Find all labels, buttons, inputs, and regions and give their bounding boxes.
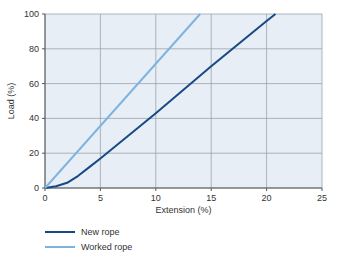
grid-line [322, 14, 323, 188]
grid-line [45, 153, 322, 154]
tick-label: 5 [98, 193, 103, 203]
grid-line [45, 83, 322, 84]
series-group [45, 14, 275, 188]
tick-label: 20 [29, 148, 39, 158]
grid-line [45, 118, 322, 119]
grid-line [211, 14, 212, 188]
tick-label: 15 [206, 193, 216, 203]
series-line [45, 14, 275, 188]
tick-label: 25 [317, 193, 327, 203]
y-axis [45, 14, 46, 188]
series-line [45, 14, 200, 188]
tick-label: 40 [29, 113, 39, 123]
grid-line [45, 48, 322, 49]
grid-line [45, 14, 322, 15]
tick-label: 10 [151, 193, 161, 203]
legend-swatch [45, 231, 75, 233]
plot-area [45, 14, 322, 188]
tick-label: 20 [262, 193, 272, 203]
legend-swatch [45, 246, 75, 248]
grid-line [100, 14, 101, 188]
grid-line [45, 14, 46, 188]
legend-label: Worked rope [81, 242, 132, 252]
tick-label: 0 [34, 183, 39, 193]
y-axis-label: Load (%) [6, 83, 16, 120]
grid-line [266, 14, 267, 188]
tick-label: 60 [29, 79, 39, 89]
x-axis-label: Extension (%) [155, 205, 211, 215]
grid-line [155, 14, 156, 188]
x-axis [45, 188, 322, 189]
chart: 0 5 10 15 20 25 0 20 40 60 80 100 Extension (%) Load … [0, 0, 338, 265]
grid-line [45, 188, 322, 189]
legend-label: New rope [81, 227, 120, 237]
tick-label: 0 [42, 193, 47, 203]
tick-label: 100 [24, 9, 39, 19]
tick-label: 80 [29, 44, 39, 54]
